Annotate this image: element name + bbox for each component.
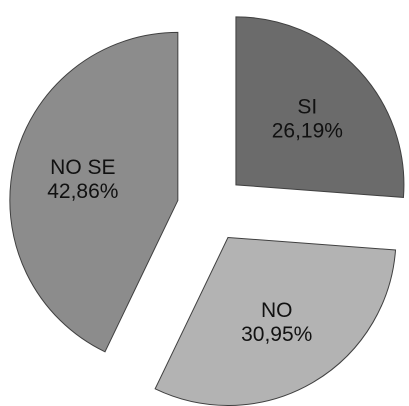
slice-value-label-no: 30,95% (241, 323, 312, 346)
slice-label-no-se: NO SE (50, 156, 115, 179)
slice-label-si: SI (297, 96, 317, 119)
pie-slice-no (154, 236, 397, 406)
slice-value-label-no-se: 42,86% (47, 180, 118, 203)
slice-value-label-si: 26,19% (272, 120, 343, 143)
pie-slice-si (235, 16, 405, 198)
slice-label-no: NO (261, 299, 293, 322)
pie-slice-no-se (9, 31, 179, 353)
